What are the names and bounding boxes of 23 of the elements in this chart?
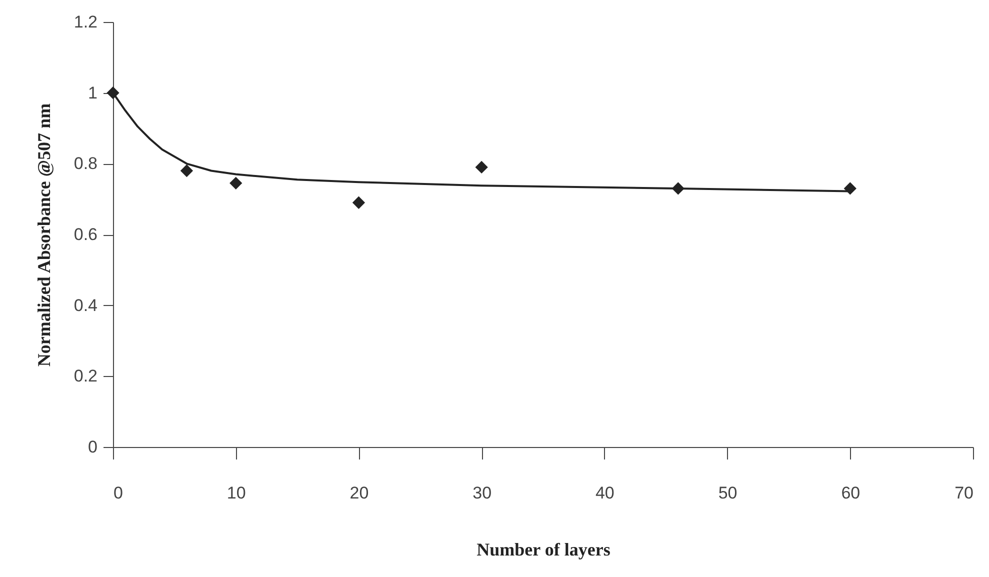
- y-tick-label: 0.2: [74, 366, 98, 386]
- y-tick-label: 1: [88, 83, 98, 102]
- point: [352, 196, 366, 209]
- y-axis-title: Normalized Absorbance @507 nm: [34, 103, 54, 367]
- x-tick-label: 60: [841, 484, 860, 502]
- x-axis-title: Number of layers: [476, 540, 610, 560]
- y-tick-label: 0: [88, 438, 98, 456]
- point: [230, 176, 242, 190]
- x-tick-label: 50: [718, 484, 738, 502]
- y-tick-label: 0.6: [74, 225, 98, 244]
- point: [475, 160, 488, 174]
- x-tick-label: 20: [350, 484, 369, 502]
- point: [844, 182, 856, 195]
- y-tick-label: 0.8: [74, 154, 98, 174]
- y-tick-label: 0.4: [74, 296, 98, 315]
- y-tick-label: 1.2: [74, 12, 98, 32]
- x-tick-label: 70: [954, 484, 974, 502]
- point: [180, 164, 194, 178]
- x-tick-label: 10: [226, 484, 246, 502]
- point: [106, 86, 120, 100]
- x-tick-label: 40: [595, 484, 614, 502]
- x-tick-label: 30: [472, 484, 492, 502]
- x-tick-label: 0: [114, 484, 123, 502]
